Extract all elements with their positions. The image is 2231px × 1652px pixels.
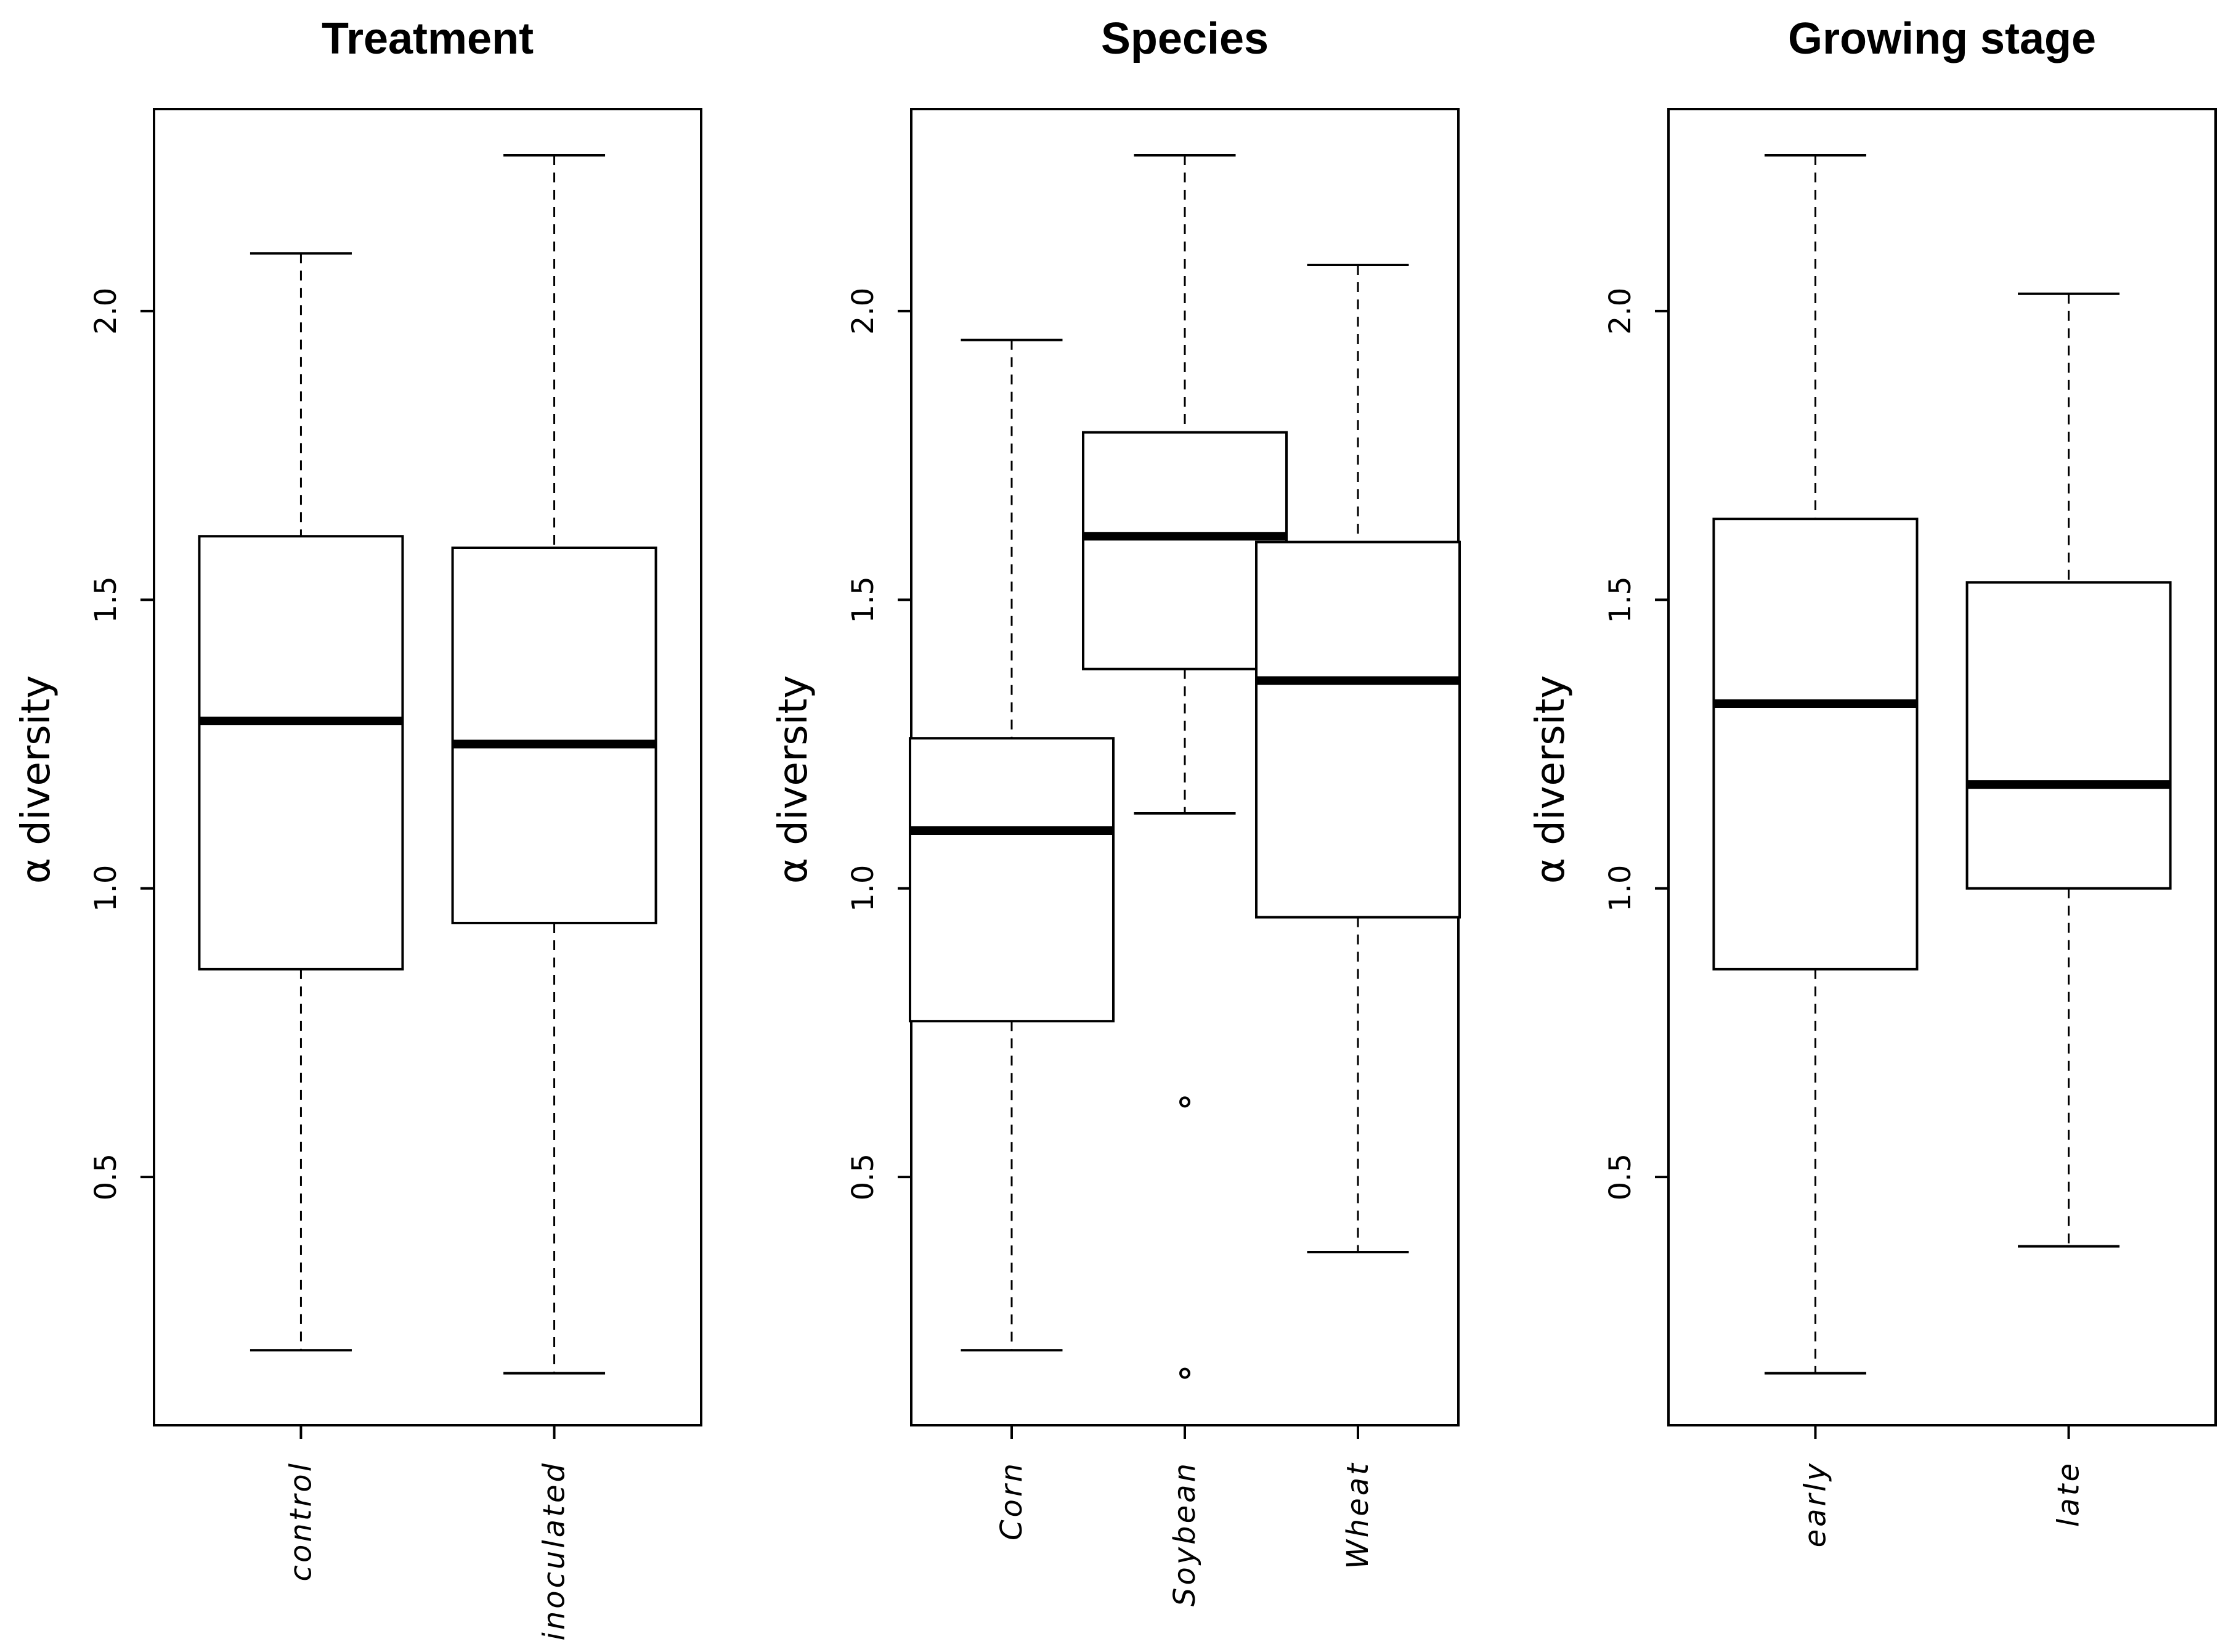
x-tick-label: early [1798, 1461, 1832, 1547]
box-iqr [1965, 581, 2172, 890]
outlier-point [1179, 1096, 1190, 1108]
y-tick-label: 0.5 [1603, 1154, 1638, 1200]
y-tick-label: 1.5 [846, 576, 880, 623]
y-tick-label: 1.5 [1603, 576, 1638, 623]
panel-1: Species α diversity 0.5 1.0 1.5 2.0 Corn Soybea… [771, 14, 1461, 1606]
box-iqr [1255, 540, 1461, 919]
panel-title: Species [1101, 14, 1269, 63]
box-inoculated [451, 153, 657, 1375]
box-iqr [1712, 518, 1919, 970]
y-tick-label: 0.5 [846, 1154, 880, 1200]
y-tick-label: 2.0 [89, 288, 123, 335]
y-tick-label: 1.0 [89, 865, 123, 912]
box-wheat [1255, 263, 1461, 1253]
plot-frame [153, 108, 702, 1426]
panel-2: Growing stage α diversity 0.5 1.0 1.5 2.0 earl… [1528, 14, 2217, 1547]
box-corn [908, 338, 1115, 1352]
box-early [1712, 153, 1919, 1375]
x-tick-label: late [2052, 1461, 2086, 1527]
y-tick-label: 1.5 [89, 576, 123, 623]
box-iqr [908, 737, 1115, 1023]
x-tick-label: control [283, 1461, 318, 1581]
y-axis-label: α diversity [14, 675, 59, 884]
panel-0: Treatment α diversity 0.5 1.0 1.5 2.0 control i… [14, 14, 702, 1641]
panel-title: Growing stage [1788, 14, 2096, 63]
box-iqr [451, 547, 657, 924]
box-soybean [1082, 153, 1288, 1379]
box-late [1965, 292, 2172, 1248]
box-control [198, 252, 404, 1352]
y-tick-label: 1.0 [1603, 865, 1638, 912]
x-tick-label: Soybean [1168, 1461, 1202, 1606]
plot-frame [1667, 108, 2217, 1426]
panel-title: Treatment [322, 14, 534, 63]
y-tick-label: 2.0 [846, 288, 880, 335]
outlier-point [1179, 1367, 1190, 1379]
y-tick-label: 2.0 [1603, 288, 1638, 335]
y-tick-label: 0.5 [89, 1154, 123, 1200]
box-iqr [1082, 431, 1288, 670]
box-iqr [198, 535, 404, 970]
y-axis-label: α diversity [771, 675, 816, 884]
x-tick-label: inoculated [537, 1461, 572, 1641]
x-tick-label: Wheat [1341, 1461, 1375, 1569]
x-tick-label: Corn [994, 1461, 1029, 1540]
y-tick-label: 1.0 [846, 865, 880, 912]
y-axis-label: α diversity [1528, 675, 1574, 884]
